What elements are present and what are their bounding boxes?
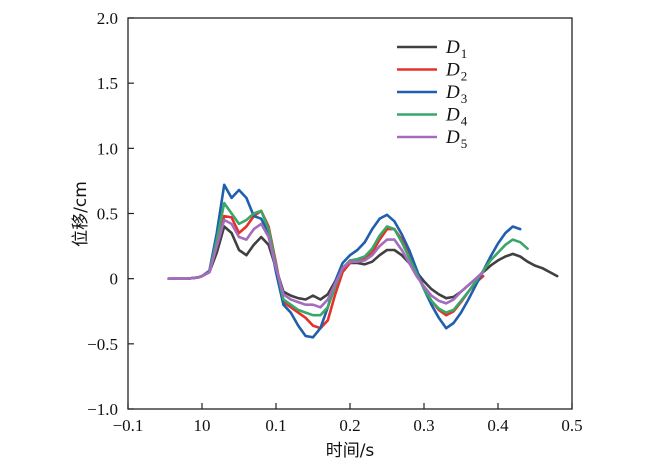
y-tick-label: 0 xyxy=(110,270,119,289)
legend-label-d4: D4 xyxy=(445,105,468,129)
legend-label-d1: D1 xyxy=(445,37,467,61)
y-tick-label: 2.0 xyxy=(97,9,118,28)
legend-label-d3: D3 xyxy=(445,82,467,106)
plot-lines xyxy=(167,183,559,339)
series-line-d3 xyxy=(167,183,522,339)
legend-label-d5: D5 xyxy=(445,127,467,151)
x-tick-label: −0.1 xyxy=(113,416,144,435)
series-line-d5 xyxy=(167,218,485,309)
y-tick-label: 0.5 xyxy=(97,205,118,224)
x-tick-label: 0.2 xyxy=(339,416,360,435)
x-axis-label: 时间/s xyxy=(326,441,375,461)
y-tick-label: −0.5 xyxy=(87,335,118,354)
axis-ticks: −0.1 10 0.1 0.2 0.3 0.4 0.5 2.0 1.5 1.0 0.5 0 −0.5 −1… xyxy=(87,9,582,435)
y-tick-label: 1.0 xyxy=(97,139,118,158)
x-tick-label: 0.1 xyxy=(265,416,286,435)
x-tick-label: 0.5 xyxy=(561,416,582,435)
series-line-d4 xyxy=(167,201,529,317)
x-tick-label: 0.3 xyxy=(413,416,434,435)
y-tick-label: −1.0 xyxy=(87,400,118,419)
plot-frame xyxy=(127,17,573,410)
legend-label-d2: D2 xyxy=(445,60,467,84)
x-tick-label: 10 xyxy=(194,416,211,435)
x-tick-label: 0.4 xyxy=(487,416,509,435)
y-axis-label: 位移/cm xyxy=(71,181,91,247)
y-tick-label: 1.5 xyxy=(97,74,118,93)
series-line-d1 xyxy=(167,225,559,301)
